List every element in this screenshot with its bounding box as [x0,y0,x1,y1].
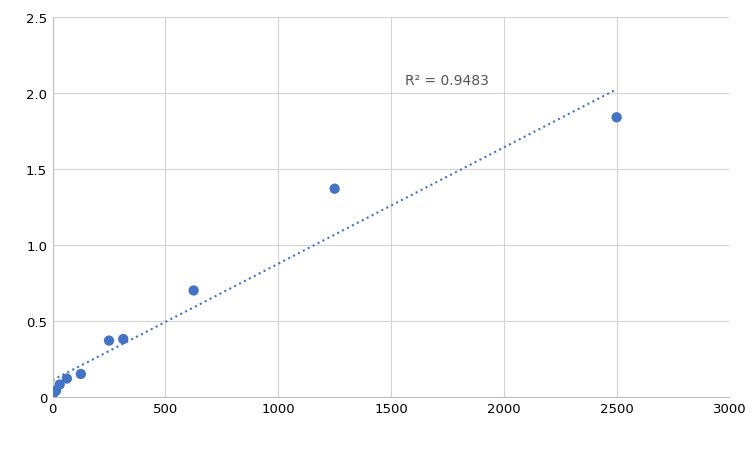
Point [47,392,59,399]
Text: R² = 0.9483: R² = 0.9483 [405,74,489,87]
Point [53,381,65,388]
Point [75,371,86,378]
Point [103,337,115,345]
Point [50,387,62,395]
Point [187,287,199,295]
Point [117,336,129,343]
Point [611,115,623,122]
Point [329,186,341,193]
Point [61,375,73,382]
